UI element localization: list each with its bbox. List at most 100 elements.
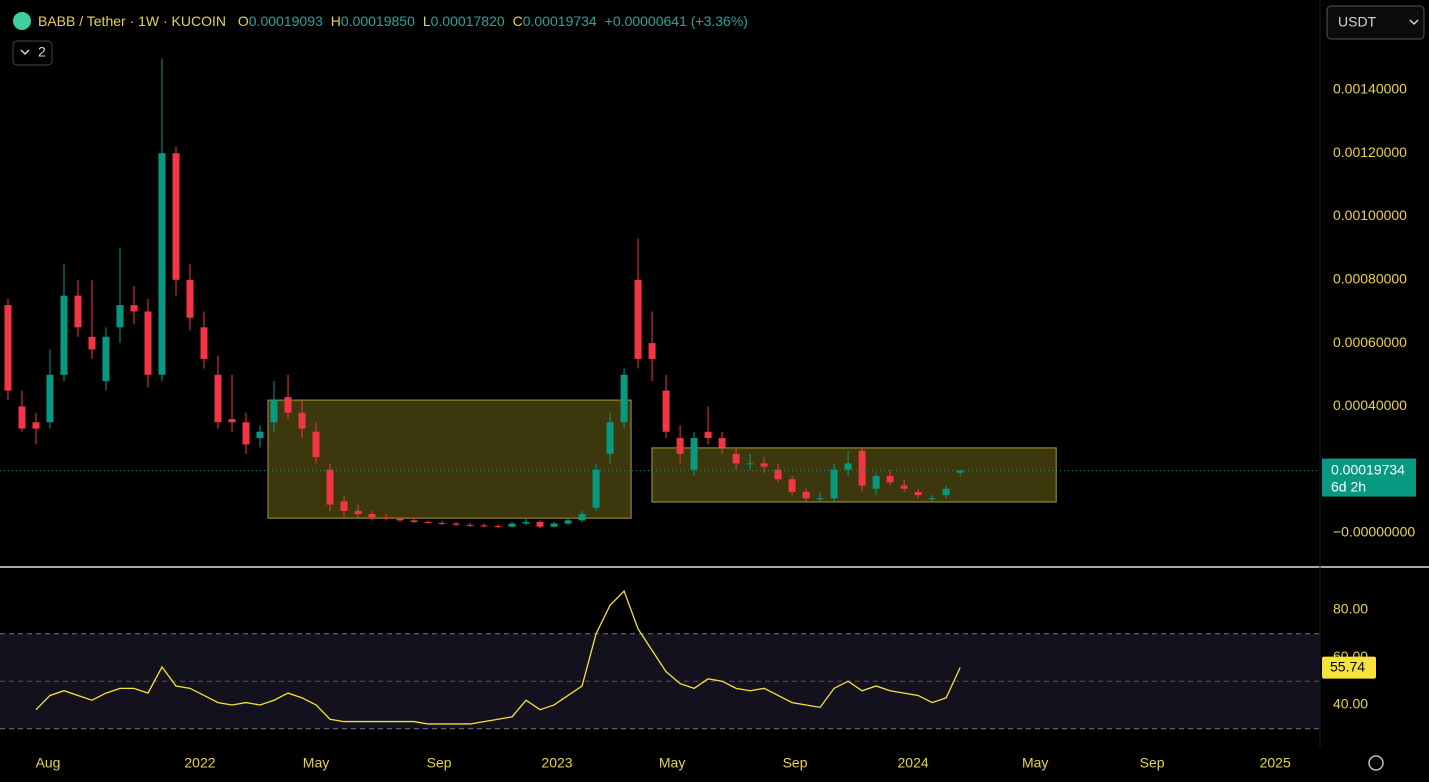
y-tick-label: 0.00080000: [1333, 271, 1407, 287]
candle-body: [46, 374, 54, 423]
candle-body: [172, 153, 180, 280]
chevron: [20, 49, 30, 56]
y-tick-label: 0.00100000: [1333, 207, 1407, 223]
candle-body: [242, 422, 250, 445]
candle-body: [578, 514, 586, 521]
x-tick-label: 2022: [184, 755, 215, 771]
header: BABB / Tether · 1W · KUCOIN O0.00019093 H…: [38, 13, 748, 29]
candle-body: [704, 431, 712, 439]
y-tick-label: 0.00120000: [1333, 144, 1407, 160]
y-tick-label: −0.00000000: [1333, 524, 1415, 540]
candle-body: [424, 521, 432, 523]
candle-body: [732, 453, 740, 464]
candle-body: [886, 476, 894, 483]
candle-body: [690, 438, 698, 470]
currency-select[interactable]: [1326, 5, 1425, 40]
ohlc-key: H: [331, 13, 341, 29]
candle-body: [312, 431, 320, 458]
candle-body: [774, 469, 782, 480]
candle-body: [368, 514, 376, 518]
candle-body: [396, 518, 404, 521]
candle-body: [228, 419, 236, 423]
candle-body: [956, 470, 964, 473]
rsi-line: [35, 589, 961, 725]
change: +0.00000641 (+3.36%): [605, 13, 748, 29]
candle-body: [186, 279, 194, 318]
candle-body: [830, 469, 838, 499]
chevron: [1409, 19, 1419, 26]
candle-body: [634, 279, 642, 359]
candle-body: [410, 520, 418, 522]
rsi-tag: [1322, 656, 1376, 679]
candle-body: [452, 523, 460, 525]
x-tick-label: May: [1022, 755, 1048, 771]
candle-body: [550, 523, 558, 527]
y-tick-label: 0.00060000: [1333, 334, 1407, 350]
symbol: BABB / Tether · 1W · KUCOIN: [38, 13, 226, 29]
candle-body: [872, 476, 880, 489]
price-tag-value: 0.00019734: [1331, 461, 1405, 477]
candle-body: [466, 524, 474, 526]
candle-body: [144, 311, 152, 375]
candle-body: [158, 153, 166, 375]
candle-body: [662, 390, 670, 432]
candle-body: [340, 501, 348, 511]
rsi-tag-value: 55.74: [1330, 658, 1365, 674]
candle-body: [928, 498, 936, 500]
currency: USDT: [1338, 14, 1377, 30]
ohlc-value: 0.00019734: [523, 13, 597, 29]
candle-body: [256, 431, 264, 439]
x-tick-label: Aug: [36, 755, 61, 771]
candle-body: [354, 510, 362, 515]
candle-body: [130, 305, 138, 312]
candle-body: [536, 521, 544, 527]
x-tick-label: Sep: [783, 755, 808, 771]
price-tag: [1322, 458, 1416, 497]
candle-body: [942, 488, 950, 496]
candle-body: [382, 517, 390, 519]
candle-body: [326, 469, 334, 505]
candle-body: [214, 374, 222, 423]
candle-body: [522, 521, 530, 524]
candle-body: [676, 438, 684, 454]
candle-body: [900, 485, 908, 489]
y-tick-label: 80.00: [1333, 601, 1368, 617]
y-tick-label: 0.00040000: [1333, 397, 1407, 413]
ohlc-value: 0.00019093: [249, 13, 323, 29]
candle-body: [802, 491, 810, 499]
candle-body: [60, 295, 68, 375]
candle-body: [74, 295, 82, 328]
candle-body: [284, 396, 292, 413]
candle-body: [606, 422, 614, 454]
collapse-count: 2: [38, 44, 46, 60]
x-tick-label: 2023: [541, 755, 572, 771]
x-tick-label: 2025: [1260, 755, 1291, 771]
candle-body: [32, 422, 40, 429]
x-tick-label: May: [303, 755, 329, 771]
candle-body: [816, 498, 824, 500]
ohlc-key: L: [423, 13, 431, 29]
candle-body: [858, 450, 866, 486]
candle-body: [592, 469, 600, 508]
zone: [267, 399, 632, 519]
candle-body: [480, 525, 488, 527]
ohlc-value: 0.00017820: [431, 13, 505, 29]
ohlc-key: C: [513, 13, 523, 29]
symbol-icon: [13, 12, 31, 30]
settings-icon[interactable]: [1368, 755, 1384, 771]
candle-body: [844, 463, 852, 470]
candle-body: [494, 526, 502, 528]
collapse-button[interactable]: [12, 40, 53, 66]
ohlc-key: O: [238, 13, 249, 29]
candle-body: [270, 400, 278, 423]
candle-body: [508, 523, 516, 527]
candle-body: [914, 491, 922, 496]
candle-body: [88, 336, 96, 350]
candle-body: [760, 463, 768, 467]
candle-body: [102, 336, 110, 382]
candle-body: [718, 438, 726, 448]
countdown: 6d 2h: [1331, 478, 1366, 494]
x-tick-label: 2024: [898, 755, 929, 771]
